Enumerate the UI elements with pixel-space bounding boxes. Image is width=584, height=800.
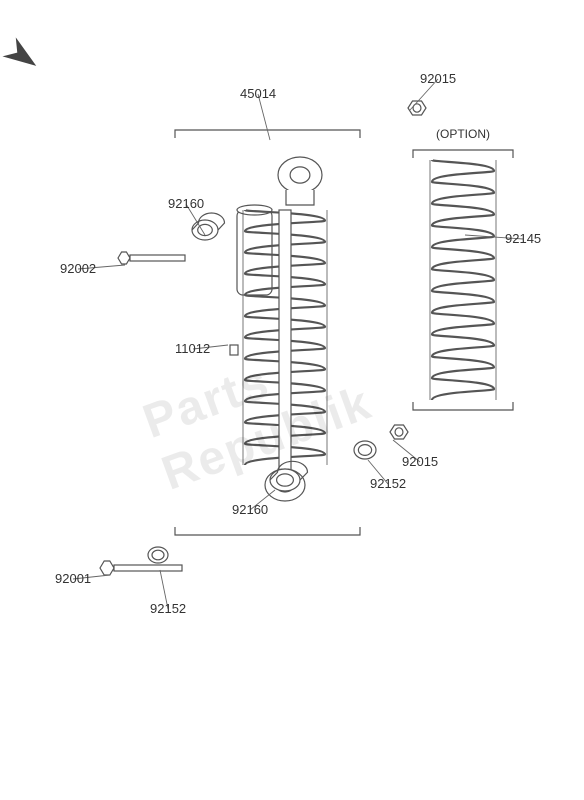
svg-text:92152: 92152 (150, 601, 186, 616)
svg-text:(OPTION): (OPTION) (436, 127, 490, 141)
diagram-svg: (OPTION) 45014 92015 92160 92002 11012 92145 92… (0, 0, 584, 800)
svg-text:92160: 92160 (232, 502, 268, 517)
svg-text:92145: 92145 (505, 231, 541, 246)
svg-text:11012: 11012 (175, 341, 210, 356)
svg-text:92002: 92002 (60, 261, 96, 276)
svg-text:92160: 92160 (168, 196, 204, 211)
parts-diagram: (OPTION) 45014 92015 92160 92002 11012 92145 92… (0, 0, 584, 800)
svg-text:92015: 92015 (402, 454, 438, 469)
svg-text:92152: 92152 (370, 476, 406, 491)
svg-text:92015: 92015 (420, 71, 456, 86)
svg-text:92001: 92001 (55, 571, 91, 586)
svg-text:45014: 45014 (240, 86, 276, 101)
